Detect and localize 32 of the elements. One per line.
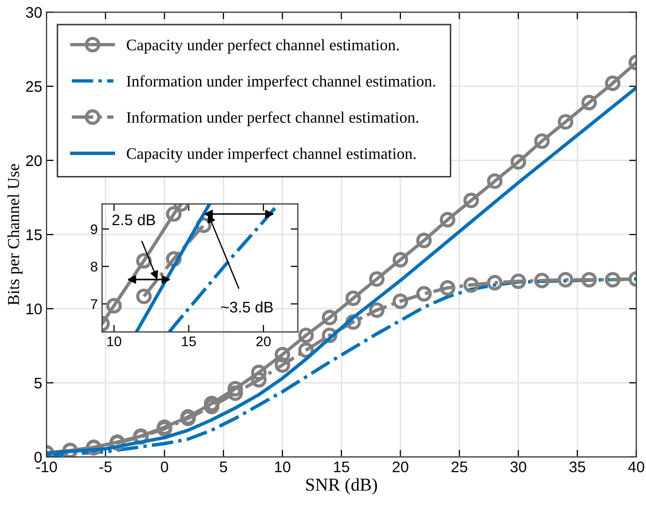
x-tick-label: 10 <box>275 461 290 472</box>
y-tick-label: 30 <box>26 7 42 18</box>
y-tick-label: 10 <box>26 304 42 314</box>
x-tick-label: 25 <box>452 461 468 472</box>
legend-label: Information under perfect channel estimation. <box>126 111 418 126</box>
y-tick-label: 25 <box>26 81 42 92</box>
y-tick-label: 7 <box>90 299 98 309</box>
x-tick-label: 20 <box>256 336 271 346</box>
x-tick-label: 20 <box>392 461 408 472</box>
y-tick-label: 20 <box>26 155 42 166</box>
x-tick-label: 10 <box>107 336 122 346</box>
legend-label: Information under imperfect channel estimation. <box>126 75 436 90</box>
y-tick-label: 9 <box>90 224 98 234</box>
x-tick-label: 15 <box>182 336 196 346</box>
y-tick-label: 0 <box>34 452 42 463</box>
annotation: 2.5 dB <box>112 214 156 226</box>
x-tick-label: 5 <box>220 462 228 472</box>
x-tick-label: 30 <box>510 461 526 472</box>
annotation: ~3.5 dB <box>221 301 273 313</box>
y-tick-label: 15 <box>26 230 42 240</box>
y-tick-label: 8 <box>90 262 98 272</box>
x-tick-label: 35 <box>569 461 586 472</box>
legend-label: Capacity under imperfect channel estimation. <box>126 148 416 162</box>
x-tick-label: -5 <box>99 462 112 472</box>
y-tick-label: 5 <box>34 378 42 388</box>
x-tick-label: 0 <box>160 461 168 472</box>
x-tick-label: 15 <box>334 462 350 472</box>
y-axis-title: Bits per Channel Use <box>7 164 23 306</box>
x-tick-label: -10 <box>36 461 57 472</box>
x-axis-title: SNR (dB) <box>306 478 377 494</box>
legend-label: Capacity under perfect channel estimation. <box>126 38 399 54</box>
x-tick-label: 40 <box>628 461 644 472</box>
